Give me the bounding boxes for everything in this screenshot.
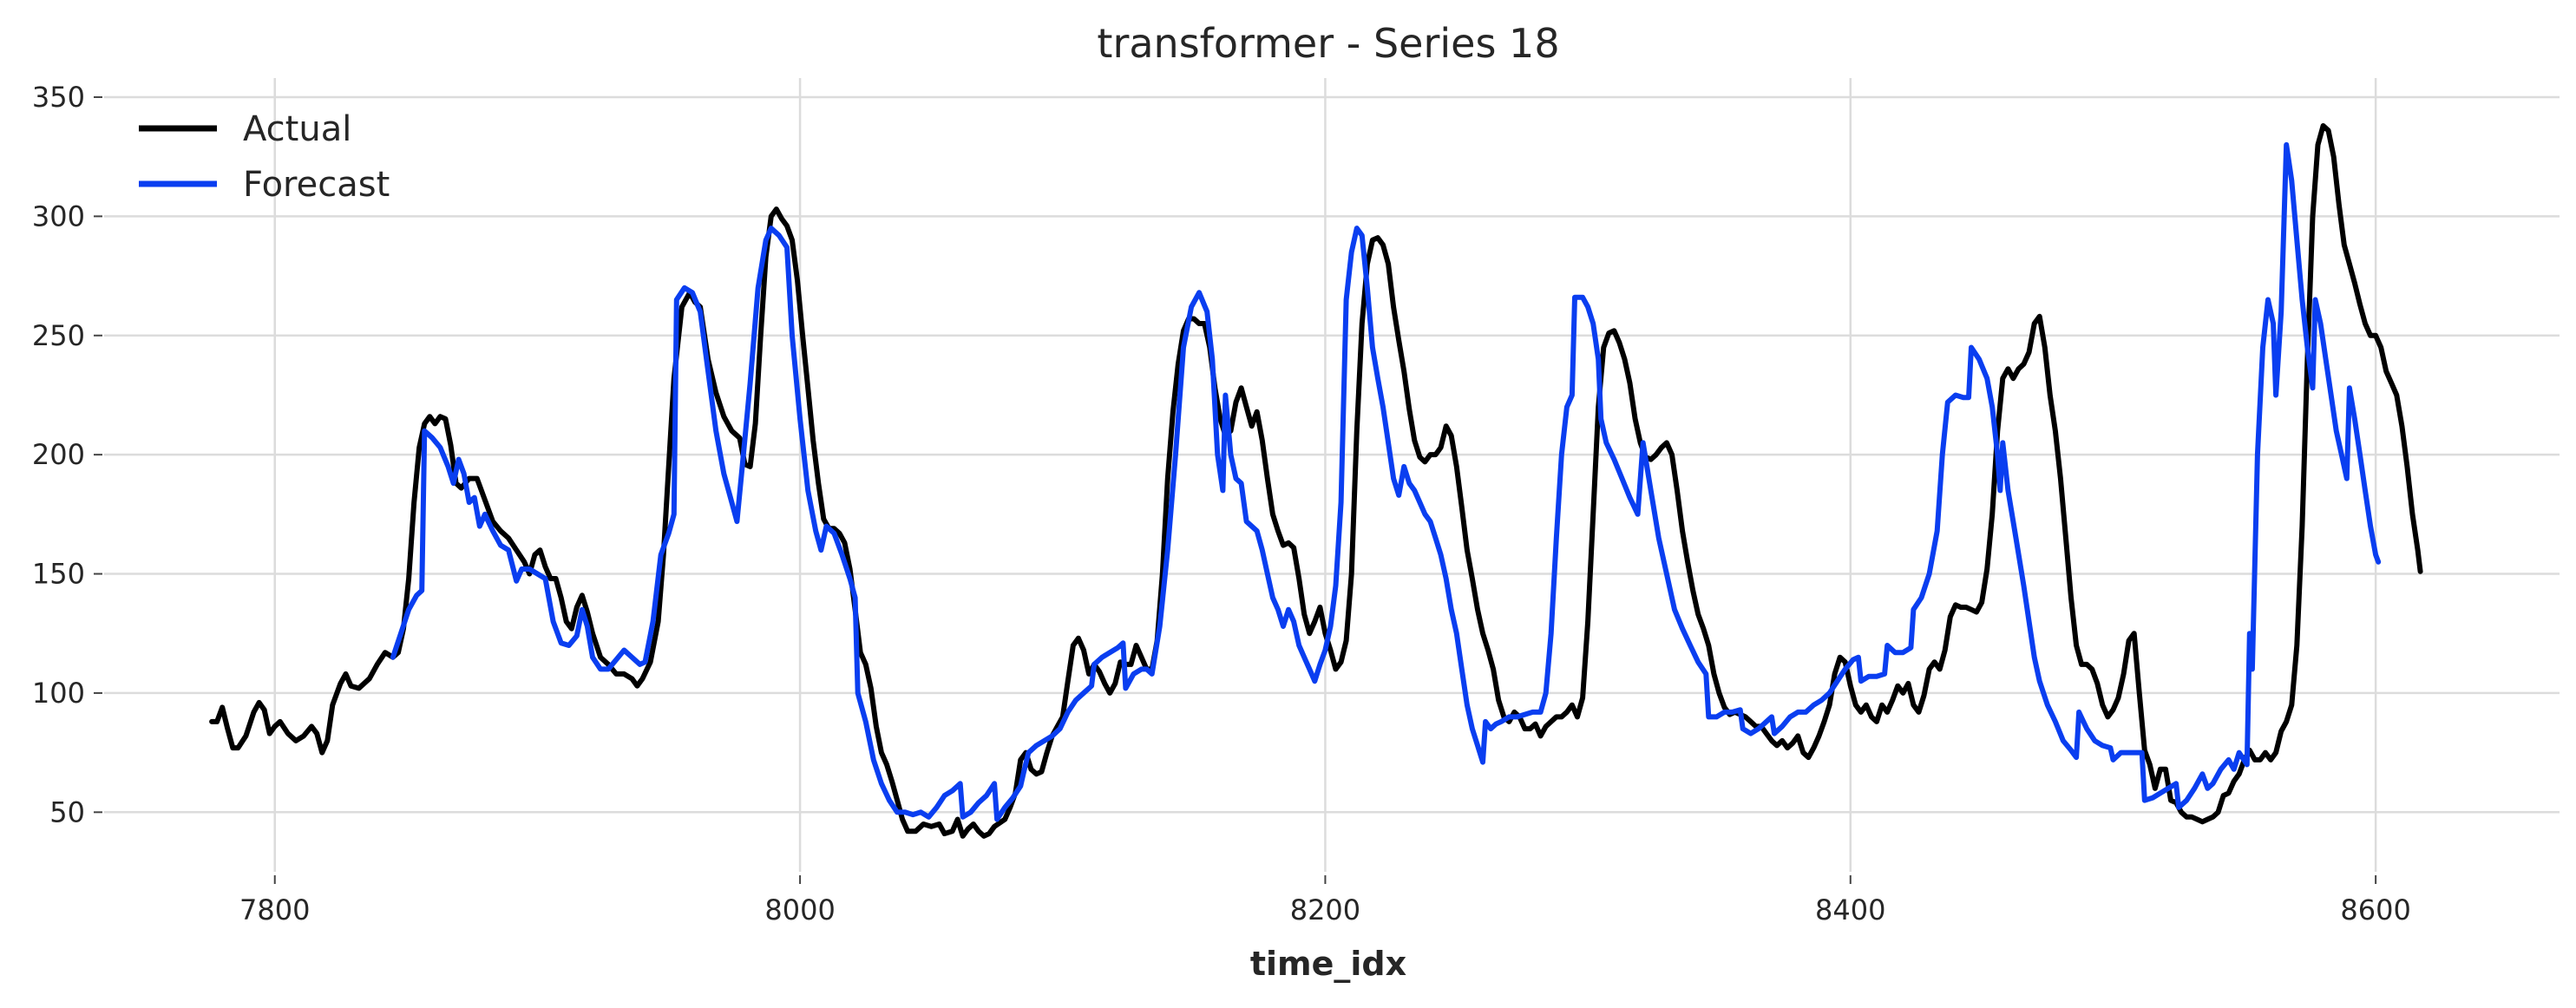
x-axis-label: time_idx	[1250, 945, 1406, 983]
y-tick-label: 100	[32, 677, 85, 710]
y-tick-label: 200	[32, 438, 85, 471]
y-axis: 50 100 150 200 250 300 350	[32, 81, 102, 828]
x-tick-label: 8200	[1290, 893, 1360, 926]
plot-area	[209, 123, 2423, 839]
series-line-actual	[209, 123, 2423, 839]
y-tick-label: 150	[32, 558, 85, 591]
y-tick-label: 50	[49, 795, 85, 828]
x-tick-label: 8000	[764, 893, 835, 926]
legend: Actual Forecast	[139, 109, 390, 205]
grid-lines	[104, 78, 2560, 872]
y-tick-label: 300	[32, 200, 85, 232]
x-tick-label: 7800	[239, 893, 310, 926]
x-tick-label: 8400	[1815, 893, 1885, 926]
legend-label-actual: Actual	[243, 109, 351, 149]
x-axis: 7800 8000 8200 8400 8600	[239, 875, 2411, 926]
legend-label-forecast: Forecast	[243, 165, 390, 205]
y-tick-label: 350	[32, 81, 85, 114]
series-line-forecast	[390, 141, 2382, 822]
chart-title: transformer - Series 18	[1097, 20, 1559, 67]
x-tick-label: 8600	[2340, 893, 2410, 926]
y-tick-label: 250	[32, 319, 85, 352]
